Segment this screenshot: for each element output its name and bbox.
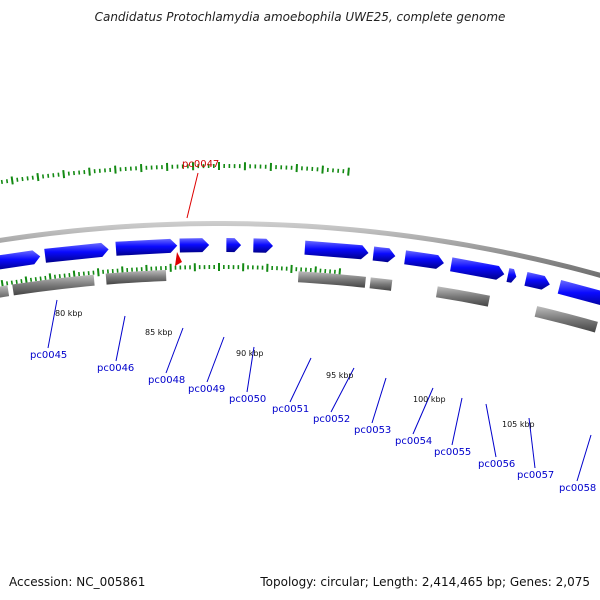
forward-gene-arrow[interactable] [44,242,109,263]
kbp-label: 95 kbp [326,371,354,380]
forward-gene-arrow[interactable] [506,268,517,283]
reverse-strand-genes [0,270,598,333]
leader-line [330,367,355,413]
forward-gene-arrow[interactable] [372,246,396,263]
reverse-gene-block[interactable] [297,271,366,288]
tick-mark [5,179,9,184]
outer-tick-ring [0,162,350,185]
forward-gene-arrow[interactable] [304,240,369,260]
tick-mark [347,167,350,176]
leader-line [115,315,126,362]
forward-gene-arrow[interactable] [115,238,178,256]
gene-label-pc0052[interactable]: pc0052 [313,414,350,425]
tick-mark [62,170,66,179]
tick-mark [44,275,47,281]
forward-gene-arrow[interactable] [450,257,505,280]
tick-mark [20,279,23,284]
leader-line [451,397,463,446]
reverse-gene-block[interactable] [0,285,10,304]
leader-line [165,327,184,374]
gene-label-pc0051[interactable]: pc0051 [272,404,309,415]
gene-label-pc0058[interactable]: pc0058 [559,483,596,494]
leader-line [485,403,497,458]
label-leader-lines [47,299,592,482]
tick-mark [114,165,117,174]
kbp-label: 90 kbp [236,349,264,358]
gene-label-pc0057[interactable]: pc0057 [517,470,554,481]
genome-backbone [0,221,600,278]
tick-mark [34,277,37,282]
kbp-label: 85 kbp [145,328,173,337]
tick-mark [96,268,100,277]
leader-line [47,299,58,349]
forward-strand-genes [0,238,600,308]
tick-mark [88,167,91,176]
forward-gene-arrow[interactable] [404,250,444,269]
tick-mark [36,172,40,182]
kbp-scale-labels: 80 kbp 85 kbp 90 kbp 95 kbp 100 kbp 105 kbp [55,309,535,429]
forward-gene-arrow[interactable] [0,250,41,270]
leader-line [246,346,255,393]
tick-mark [0,179,4,185]
topology-summary: Topology: circular; Length: 2,414,465 bp… [260,575,590,589]
tick-mark [6,281,9,286]
tick-mark [10,280,13,285]
tick-mark [321,165,324,174]
tick-mark [21,176,24,182]
tick-mark [39,276,42,281]
forward-gene-arrow[interactable] [253,238,274,253]
gene-label-pc0046[interactable]: pc0046 [97,363,134,374]
gene-label-pc0053[interactable]: pc0053 [354,425,391,436]
map-title: Candidatus Protochlamydia amoebophila UW… [94,10,506,24]
gene-label-pc0050[interactable]: pc0050 [229,394,266,405]
leader-line [576,434,592,482]
gene-label-pc0048[interactable]: pc0048 [148,375,185,386]
forward-gene-arrow[interactable] [179,238,210,253]
reverse-gene-block[interactable] [435,286,490,307]
tick-mark [29,277,33,282]
tick-mark [10,176,14,185]
inner-tick-ring [0,263,342,289]
reverse-gene-block[interactable] [105,270,167,285]
tick-mark [31,175,34,180]
accession-text: Accession: NC_005861 [9,575,146,589]
kbp-label: 105 kbp [502,420,535,429]
gene-label-pc0056[interactable]: pc0056 [478,459,515,470]
leader-line [206,336,225,383]
gene-label-pc0049[interactable]: pc0049 [188,384,225,395]
kbp-label: 80 kbp [55,309,83,318]
forward-gene-arrow[interactable] [226,238,242,253]
leader-line [412,387,434,435]
gene-label-pc0054[interactable]: pc0054 [395,436,432,447]
leader-line [528,417,536,469]
highlighted-gene-label[interactable]: pc0047 [182,159,219,170]
kbp-label: 100 kbp [413,395,446,404]
highlight-leader-line [186,172,199,219]
gene-label-pc0045[interactable]: pc0045 [30,350,67,361]
leader-line [371,377,387,424]
tick-mark [16,177,19,182]
reverse-gene-block[interactable] [369,277,393,291]
gene-label-pc0055[interactable]: pc0055 [434,447,471,458]
forward-gene-arrow[interactable] [524,272,550,290]
tick-mark [26,176,29,181]
highlighted-gene-marker[interactable] [175,252,182,266]
forward-gene-arrow[interactable] [557,280,600,308]
highlighted-gene[interactable]: pc0047 [175,159,219,266]
leader-line [289,357,312,403]
reverse-gene-block[interactable] [534,306,598,333]
tick-mark [15,279,18,284]
reverse-gene-block[interactable] [12,274,95,296]
